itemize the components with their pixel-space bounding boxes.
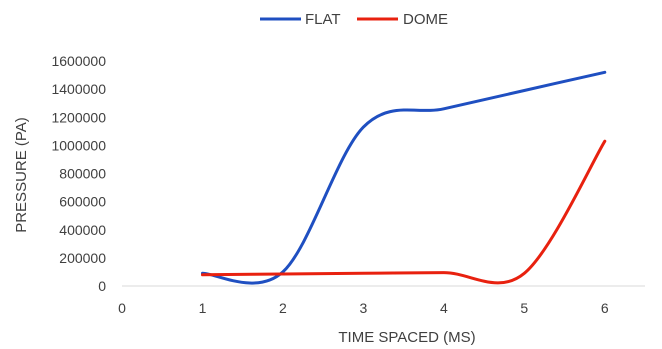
series-line-dome	[201, 139, 607, 285]
y-tick-label: 1200000	[51, 109, 106, 125]
x-tick-label: 2	[279, 300, 287, 316]
y-tick-label: 600000	[59, 194, 106, 210]
y-axis-title: PRESSURE (PA)	[13, 117, 30, 233]
y-tick-label: 200000	[59, 250, 106, 266]
x-tick-label: 1	[199, 300, 207, 316]
x-tick-label: 6	[601, 300, 609, 316]
x-tick-label: 0	[118, 300, 126, 316]
y-tick-label: 1400000	[51, 81, 106, 97]
y-tick-label: 400000	[59, 222, 106, 238]
x-tick-label: 3	[359, 300, 367, 316]
legend-label-flat: FLAT	[305, 11, 341, 28]
x-axis-ticks: 0 1 2 3 4 5 6	[118, 300, 609, 316]
y-tick-label: 1600000	[51, 53, 106, 69]
y-tick-label: 800000	[59, 166, 106, 182]
y-tick-label: 0	[98, 278, 106, 294]
y-tick-label: 1000000	[51, 137, 106, 153]
legend-label-dome: DOME	[403, 11, 448, 28]
x-tick-label: 4	[440, 300, 448, 316]
legend: FLAT DOME	[260, 11, 448, 28]
y-axis-ticks: 0 200000 400000 600000 800000 1000000 1200000 1…	[51, 53, 106, 294]
series-group	[201, 70, 607, 285]
x-axis-title: TIME SPACED (MS)	[338, 329, 475, 346]
x-tick-label: 5	[520, 300, 528, 316]
